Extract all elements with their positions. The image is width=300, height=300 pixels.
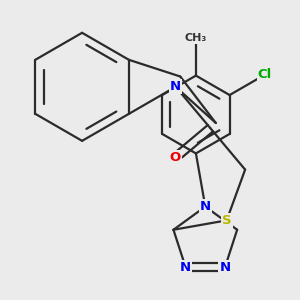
Text: N: N — [170, 80, 181, 93]
Text: Cl: Cl — [258, 68, 272, 81]
Text: CH₃: CH₃ — [185, 33, 207, 43]
Text: S: S — [222, 214, 232, 227]
Text: N: N — [219, 261, 231, 274]
Text: N: N — [180, 261, 191, 274]
Text: N: N — [200, 200, 211, 213]
Text: O: O — [169, 151, 181, 164]
